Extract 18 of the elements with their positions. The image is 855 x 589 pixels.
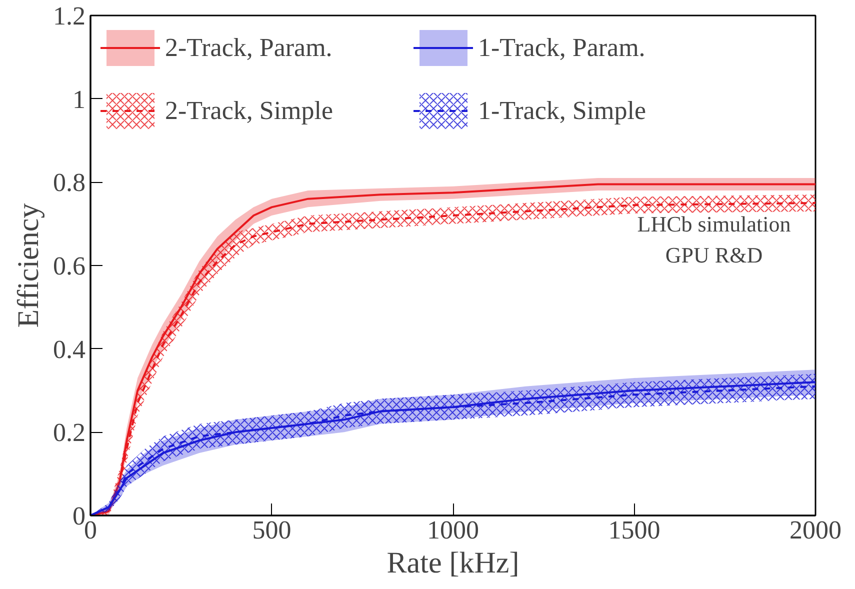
- x-tick-label: 1000: [427, 516, 479, 544]
- annotation: LHCb simulation: [637, 211, 791, 236]
- y-tick-label: 0.4: [53, 334, 86, 364]
- legend-label: 1-Track, Simple: [478, 96, 648, 126]
- y-tick-label: 1.2: [53, 2, 86, 30]
- y-tick-label: 0.2: [53, 418, 86, 448]
- legend-label: 1-Track, Param.: [478, 32, 646, 62]
- x-tick-label: 1500: [608, 516, 660, 544]
- y-tick-label: 0.8: [53, 168, 86, 198]
- x-tick-label: 2000: [790, 516, 842, 544]
- y-tick-label: 1: [72, 84, 86, 114]
- y-tick-label: 0.6: [53, 252, 86, 280]
- annotation: GPU R&D: [665, 242, 763, 268]
- legend-label: 2-Track, Param.: [165, 32, 334, 62]
- x-axis-title: Rate [kHz]: [386, 546, 520, 580]
- y-axis-title: Efficiency: [12, 203, 45, 328]
- x-tick-label: 500: [252, 516, 292, 544]
- legend-label: 2-Track, Simple: [165, 96, 334, 126]
